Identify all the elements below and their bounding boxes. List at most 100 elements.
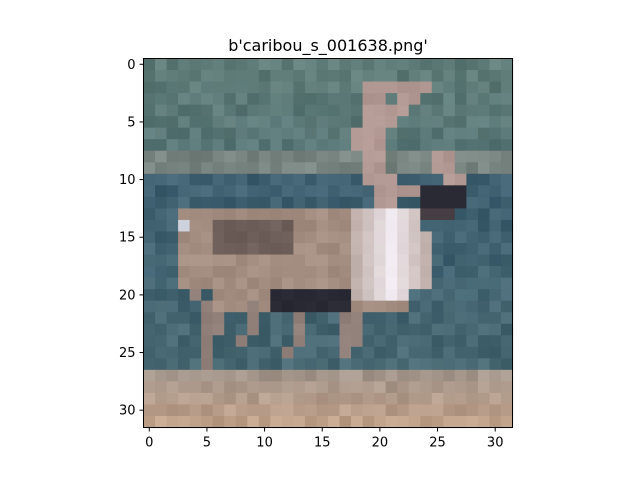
image-pixel bbox=[420, 150, 433, 163]
image-pixel bbox=[316, 81, 329, 94]
image-pixel bbox=[489, 404, 502, 417]
image-pixel bbox=[212, 173, 225, 186]
image-pixel bbox=[328, 323, 341, 336]
image-pixel bbox=[397, 81, 410, 94]
image-pixel bbox=[270, 346, 283, 359]
image-pixel bbox=[385, 404, 398, 417]
image-pixel bbox=[178, 243, 191, 256]
image-pixel bbox=[477, 312, 491, 325]
image-pixel bbox=[155, 404, 168, 417]
image-pixel bbox=[270, 415, 283, 429]
image-pixel bbox=[489, 104, 502, 117]
image-pixel bbox=[270, 104, 283, 117]
image-pixel bbox=[408, 346, 421, 359]
image-pixel bbox=[339, 358, 352, 371]
image-pixel bbox=[477, 300, 491, 313]
image-pixel bbox=[247, 81, 260, 94]
image-pixel bbox=[201, 381, 214, 394]
image-pixel bbox=[304, 254, 318, 267]
image-pixel bbox=[489, 346, 502, 359]
image-pixel bbox=[316, 104, 329, 117]
image-pixel bbox=[328, 231, 341, 244]
image-pixel bbox=[489, 300, 502, 313]
image-pixel bbox=[328, 243, 341, 256]
image-pixel bbox=[270, 173, 283, 186]
image-pixel bbox=[258, 323, 271, 336]
image-pixel bbox=[500, 127, 514, 140]
x-tick-label: 5 bbox=[203, 436, 211, 451]
image-pixel bbox=[304, 335, 318, 348]
image-pixel bbox=[316, 219, 329, 233]
image-pixel bbox=[420, 139, 433, 152]
image-pixel bbox=[339, 173, 352, 186]
image-pixel bbox=[235, 231, 248, 244]
image-pixel bbox=[443, 208, 456, 221]
image-pixel bbox=[420, 266, 433, 279]
image-pixel bbox=[201, 150, 214, 163]
image-pixel bbox=[155, 254, 168, 267]
image-pixel bbox=[362, 404, 375, 417]
image-pixel bbox=[166, 404, 179, 417]
image-pixel bbox=[224, 266, 237, 279]
image-pixel bbox=[316, 243, 329, 256]
image-pixel bbox=[466, 266, 479, 279]
image-pixel bbox=[339, 231, 352, 244]
image-pixel bbox=[155, 127, 168, 140]
image-pixel bbox=[293, 323, 306, 336]
image-pixel bbox=[281, 116, 295, 129]
image-pixel bbox=[247, 300, 260, 313]
image-pixel bbox=[178, 219, 191, 233]
image-pixel bbox=[420, 208, 433, 221]
image-pixel bbox=[374, 358, 387, 371]
image-pixel bbox=[385, 219, 398, 233]
image-pixel bbox=[178, 266, 191, 279]
image-pixel bbox=[362, 116, 375, 129]
image-pixel bbox=[247, 243, 260, 256]
image-pixel bbox=[201, 70, 214, 83]
image-pixel bbox=[155, 358, 168, 371]
image-pixel bbox=[189, 81, 202, 94]
image-pixel bbox=[189, 243, 202, 256]
image-pixel bbox=[420, 415, 433, 429]
image-pixel bbox=[212, 150, 225, 163]
image-pixel bbox=[189, 70, 202, 83]
image-pixel bbox=[178, 81, 191, 94]
image-pixel bbox=[189, 289, 202, 302]
image-pixel bbox=[224, 219, 237, 233]
image-pixel bbox=[201, 196, 214, 210]
image-pixel bbox=[362, 219, 375, 233]
image-pixel bbox=[224, 392, 237, 406]
image-pixel bbox=[420, 231, 433, 244]
image-pixel bbox=[258, 139, 271, 152]
image-pixel bbox=[293, 93, 306, 106]
image-pixel bbox=[281, 266, 295, 279]
image-pixel bbox=[339, 335, 352, 348]
image-pixel bbox=[466, 104, 479, 117]
image-pixel bbox=[166, 312, 179, 325]
image-pixel bbox=[362, 381, 375, 394]
image-pixel bbox=[224, 196, 237, 210]
image-pixel bbox=[224, 162, 237, 175]
image-pixel bbox=[374, 289, 387, 302]
image-pixel bbox=[155, 150, 168, 163]
image-pixel bbox=[270, 162, 283, 175]
image-pixel bbox=[247, 219, 260, 233]
image-pixel bbox=[328, 335, 341, 348]
image-pixel bbox=[247, 415, 260, 429]
image-pixel bbox=[420, 185, 433, 198]
image-pixel bbox=[293, 404, 306, 417]
image-pixel bbox=[166, 81, 179, 94]
image-pixel bbox=[189, 323, 202, 336]
image-pixel bbox=[454, 104, 467, 117]
image-pixel bbox=[189, 392, 202, 406]
image-pixel bbox=[270, 219, 283, 233]
image-pixel bbox=[293, 104, 306, 117]
image-pixel bbox=[489, 58, 502, 71]
image-pixel bbox=[316, 93, 329, 106]
image-pixel bbox=[477, 358, 491, 371]
image-pixel bbox=[224, 404, 237, 417]
image-pixel bbox=[178, 162, 191, 175]
image-pixel bbox=[489, 139, 502, 152]
image-pixel bbox=[143, 93, 156, 106]
image-pixel bbox=[258, 266, 271, 279]
